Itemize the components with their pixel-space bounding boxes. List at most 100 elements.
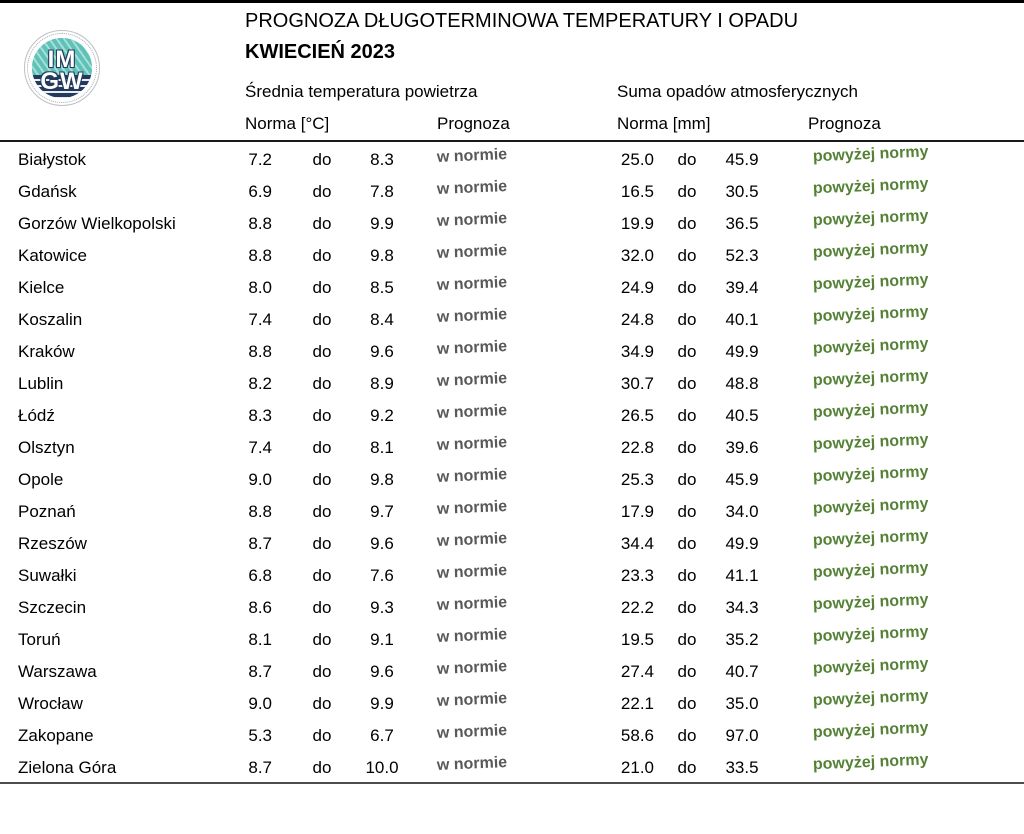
precip-norm-low: 16.5 [620, 181, 654, 201]
city-name: Białystok [18, 149, 87, 169]
precip-forecast-value: powyżej normy [812, 367, 929, 390]
table-row: Kielce 8.0 do 8.5 w normie 24.9 do 39.4 … [0, 271, 1024, 303]
temp-forecast-value: w normie [436, 754, 508, 774]
temp-range-separator: do [312, 565, 332, 585]
precip-norm-low: 26.5 [620, 405, 654, 425]
temp-norm-low: 9.0 [248, 469, 272, 489]
temp-range-separator: do [312, 245, 332, 265]
temp-range-separator: do [312, 309, 332, 329]
temp-norm-low: 9.0 [248, 693, 272, 713]
precip-range-separator: do [677, 245, 697, 265]
precip-norm-low: 19.9 [620, 213, 654, 233]
precip-forecast-value: powyżej normy [812, 751, 929, 774]
temp-norm-high: 9.3 [370, 597, 394, 617]
precip-norm-low: 34.9 [620, 341, 654, 361]
precip-norm-low: 27.4 [620, 661, 654, 681]
temp-norm-low: 8.8 [248, 501, 272, 521]
precip-norm-low: 23.3 [620, 565, 654, 585]
temp-norm-high: 9.1 [370, 629, 394, 649]
temp-norm-low: 8.7 [248, 757, 272, 777]
logo-sky-hatch [32, 38, 92, 76]
precip-forecast-value: powyżej normy [812, 527, 929, 550]
temp-forecast-value: w normie [436, 370, 508, 390]
temp-forecast-value: w normie [436, 562, 508, 582]
temp-norm-high: 9.2 [370, 405, 394, 425]
temp-norm-high: 9.9 [370, 693, 394, 713]
temp-norm-high: 6.7 [370, 725, 394, 745]
table-row: Katowice 8.8 do 9.8 w normie 32.0 do 52.… [0, 239, 1024, 271]
precip-range-separator: do [677, 213, 697, 233]
temp-norm-high: 8.1 [370, 437, 394, 457]
precip-norm-high: 35.2 [725, 629, 759, 649]
temp-norm-high: 8.9 [370, 373, 394, 393]
precip-forecast-value: powyżej normy [812, 303, 929, 326]
temp-norm-low: 5.3 [248, 725, 272, 745]
precip-norm-low: 34.4 [620, 533, 654, 553]
precip-norm-low: 32.0 [620, 245, 654, 265]
temp-forecast-value: w normie [436, 658, 508, 678]
precip-range-separator: do [677, 373, 697, 393]
city-name: Koszalin [18, 309, 83, 329]
precip-group-header: Suma opadów atmosferycznych [617, 82, 858, 101]
temp-range-separator: do [312, 341, 332, 361]
temp-norm-high: 9.9 [370, 213, 394, 233]
table-row: Warszawa 8.7 do 9.6 w normie 27.4 do 40.… [0, 655, 1024, 687]
temp-forecast-value: w normie [436, 338, 508, 358]
precip-forecast-value: powyżej normy [812, 431, 929, 454]
city-name: Gorzów Wielkopolski [18, 213, 176, 233]
temp-norm-low: 7.4 [248, 437, 272, 457]
table-row: Lublin 8.2 do 8.9 w normie 30.7 do 48.8 … [0, 367, 1024, 399]
temp-range-separator: do [312, 725, 332, 745]
temp-norm-low: 8.3 [248, 405, 272, 425]
temp-norm-column-header: Norma [°C] [245, 114, 330, 133]
precip-forecast-value: powyżej normy [812, 655, 929, 678]
precip-norm-low: 58.6 [620, 725, 654, 745]
temp-norm-low: 7.2 [248, 149, 272, 169]
precip-norm-column-header: Norma [mm] [617, 114, 711, 133]
temp-range-separator: do [312, 149, 332, 169]
temp-norm-low: 8.7 [248, 533, 272, 553]
precip-norm-low: 25.3 [620, 469, 654, 489]
top-border-rule [0, 0, 1024, 3]
page-subtitle: KWIECIEŃ 2023 [245, 41, 396, 63]
table-body: Białystok 7.2 do 8.3 w normie 25.0 do 45… [0, 143, 1024, 783]
city-name: Warszawa [18, 661, 97, 681]
table-row: Zielona Góra 8.7 do 10.0 w normie 21.0 d… [0, 751, 1024, 783]
city-name: Kraków [18, 341, 75, 361]
city-name: Olsztyn [18, 437, 75, 457]
precip-forecast-value: powyżej normy [812, 495, 929, 518]
temp-forecast-value: w normie [436, 210, 508, 230]
temp-range-separator: do [312, 373, 332, 393]
precip-range-separator: do [677, 693, 697, 713]
temp-forecast-value: w normie [436, 274, 508, 294]
table-row: Gorzów Wielkopolski 8.8 do 9.9 w normie … [0, 207, 1024, 239]
temp-forecast-value: w normie [436, 594, 508, 614]
precip-norm-high: 45.9 [725, 149, 759, 169]
table-row: Poznań 8.8 do 9.7 w normie 17.9 do 34.0 … [0, 495, 1024, 527]
table-row: Łódź 8.3 do 9.2 w normie 26.5 do 40.5 po… [0, 399, 1024, 431]
precip-range-separator: do [677, 725, 697, 745]
city-name: Poznań [18, 501, 76, 521]
temp-norm-high: 9.7 [370, 501, 394, 521]
precip-range-separator: do [677, 629, 697, 649]
temp-norm-high: 9.6 [370, 661, 394, 681]
temp-range-separator: do [312, 533, 332, 553]
precip-forecast-value: powyżej normy [812, 335, 929, 358]
temp-range-separator: do [312, 213, 332, 233]
precip-norm-high: 39.4 [725, 277, 759, 297]
precip-norm-high: 34.0 [725, 501, 759, 521]
temp-norm-low: 8.8 [248, 213, 272, 233]
temp-forecast-value: w normie [436, 306, 508, 326]
temp-range-separator: do [312, 501, 332, 521]
city-name: Zakopane [18, 725, 94, 745]
temp-forecast-value: w normie [436, 626, 508, 646]
precip-forecast-value: powyżej normy [812, 399, 929, 422]
logo-text-gw: GW [40, 68, 84, 95]
precip-norm-low: 25.0 [620, 149, 654, 169]
precip-norm-low: 24.9 [620, 277, 654, 297]
precip-range-separator: do [677, 757, 697, 777]
precip-range-separator: do [677, 405, 697, 425]
city-name: Katowice [18, 245, 87, 265]
temp-range-separator: do [312, 181, 332, 201]
precip-norm-low: 17.9 [620, 501, 654, 521]
